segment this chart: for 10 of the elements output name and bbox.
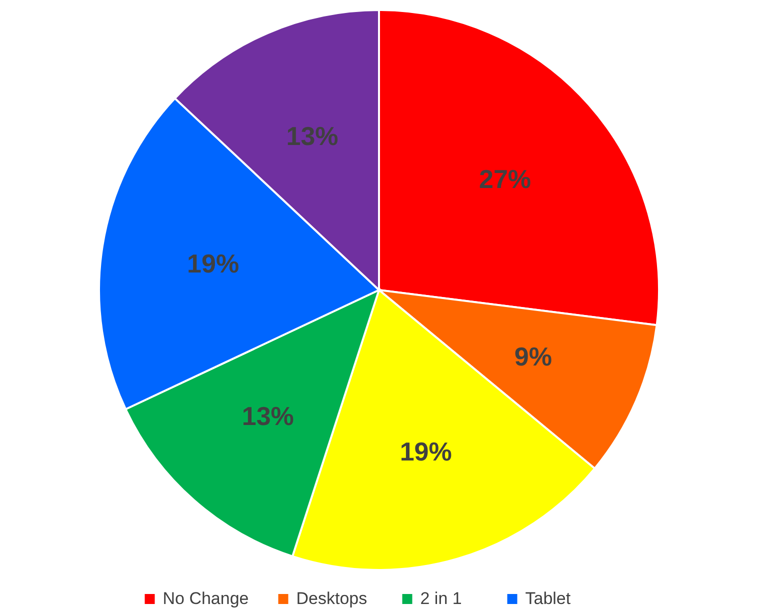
data-label: 19% bbox=[187, 248, 240, 279]
data-label: 19% bbox=[400, 436, 452, 466]
data-label: 13% bbox=[242, 401, 294, 432]
legend-label: Tablet bbox=[525, 589, 571, 608]
legend-label: No Change bbox=[162, 589, 249, 608]
data-label: 27% bbox=[478, 164, 532, 194]
legend-label: Desktops bbox=[296, 589, 368, 608]
data-label: 13% bbox=[286, 120, 338, 151]
legend-label: 2 in 1 bbox=[420, 589, 462, 608]
data-label: 9% bbox=[514, 342, 552, 372]
